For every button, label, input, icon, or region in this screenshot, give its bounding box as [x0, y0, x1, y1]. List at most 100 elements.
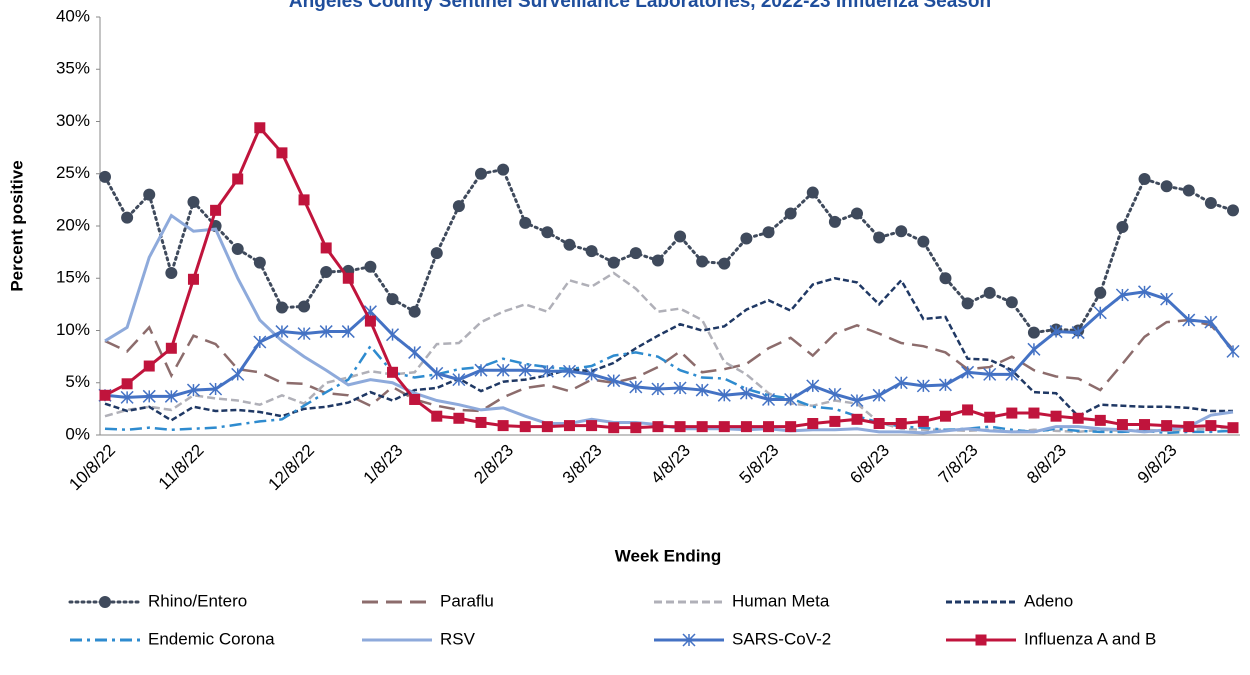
x-tick-label: 11/8/22 — [155, 441, 208, 494]
marker — [807, 418, 819, 430]
marker — [1227, 204, 1239, 217]
marker — [99, 170, 111, 183]
marker — [1160, 292, 1174, 306]
marker — [165, 267, 178, 280]
marker — [652, 421, 664, 433]
marker — [740, 232, 753, 245]
legend-label: RSV — [440, 629, 476, 648]
marker — [231, 242, 244, 255]
marker — [275, 301, 288, 314]
marker — [917, 235, 930, 248]
y-tick-label: 20% — [56, 215, 90, 234]
marker — [718, 257, 731, 270]
marker — [1094, 286, 1107, 299]
marker — [209, 382, 223, 396]
marker — [430, 247, 443, 260]
y-tick-label: 10% — [56, 320, 90, 339]
marker — [474, 363, 488, 377]
marker — [784, 207, 797, 220]
marker — [1161, 420, 1173, 432]
marker — [939, 272, 952, 285]
marker — [519, 421, 531, 433]
marker — [187, 195, 200, 208]
marker — [541, 421, 553, 433]
marker — [585, 245, 598, 258]
marker — [562, 364, 577, 378]
marker — [916, 379, 930, 393]
marker — [563, 238, 576, 251]
legend-label: Adeno — [1024, 591, 1073, 610]
legend-marker — [99, 596, 111, 608]
x-tick-label: 5/8/23 — [736, 441, 783, 488]
marker — [164, 389, 178, 403]
marker — [1160, 180, 1173, 193]
marker — [1049, 325, 1063, 339]
marker — [319, 325, 333, 339]
marker — [1027, 342, 1041, 356]
marker — [143, 188, 156, 201]
marker — [1183, 421, 1195, 433]
y-axis-title: Percent positive — [7, 160, 26, 291]
marker — [873, 418, 885, 430]
marker — [1138, 172, 1151, 185]
y-tick-label: 40% — [56, 6, 90, 25]
marker — [961, 297, 974, 310]
marker — [806, 379, 820, 393]
marker — [298, 194, 310, 206]
marker — [984, 411, 996, 423]
x-tick-label: 2/8/23 — [470, 441, 517, 488]
legend-label: Human Meta — [732, 591, 830, 610]
marker — [275, 325, 289, 339]
marker — [851, 413, 863, 425]
marker — [431, 410, 443, 422]
marker — [696, 421, 708, 433]
x-tick-label: 6/8/23 — [846, 441, 893, 488]
marker — [540, 364, 554, 378]
x-tick-label: 12/8/22 — [265, 441, 319, 495]
marker — [1205, 420, 1217, 432]
marker — [342, 272, 354, 284]
y-tick-label: 5% — [65, 372, 90, 391]
marker — [785, 421, 797, 433]
marker — [717, 388, 731, 402]
marker — [232, 173, 244, 185]
series — [99, 163, 1239, 339]
marker — [962, 404, 974, 416]
x-tick-label: 1/8/23 — [360, 441, 407, 488]
marker — [939, 410, 951, 422]
marker — [452, 200, 465, 213]
marker — [829, 415, 841, 427]
marker — [497, 163, 510, 176]
marker — [1116, 419, 1128, 431]
marker — [806, 186, 819, 199]
marker — [1028, 407, 1040, 419]
marker — [917, 415, 929, 427]
x-tick-label: 4/8/23 — [647, 441, 694, 488]
marker — [630, 422, 642, 434]
marker — [1182, 184, 1195, 197]
chart-title: Angeles County Sentinel Surveillance Lab… — [289, 0, 991, 12]
marker — [408, 345, 422, 359]
marker — [364, 315, 376, 327]
marker — [585, 367, 599, 381]
marker — [762, 226, 775, 239]
marker — [409, 393, 421, 405]
y-tick-label: 0% — [65, 424, 90, 443]
marker — [320, 265, 333, 278]
marker — [142, 389, 156, 403]
marker — [453, 412, 465, 424]
marker — [1005, 367, 1019, 381]
marker — [696, 255, 709, 268]
legend-label: Rhino/Entero — [148, 591, 247, 610]
marker — [695, 383, 709, 397]
series-line — [104, 125, 1234, 430]
marker — [607, 374, 621, 388]
legend-label: Endemic Corona — [148, 629, 275, 648]
marker — [430, 366, 444, 380]
marker — [1204, 197, 1217, 210]
series — [104, 271, 1234, 434]
marker — [253, 335, 267, 349]
series-line — [104, 271, 1234, 434]
marker — [828, 215, 841, 228]
marker — [519, 216, 532, 229]
